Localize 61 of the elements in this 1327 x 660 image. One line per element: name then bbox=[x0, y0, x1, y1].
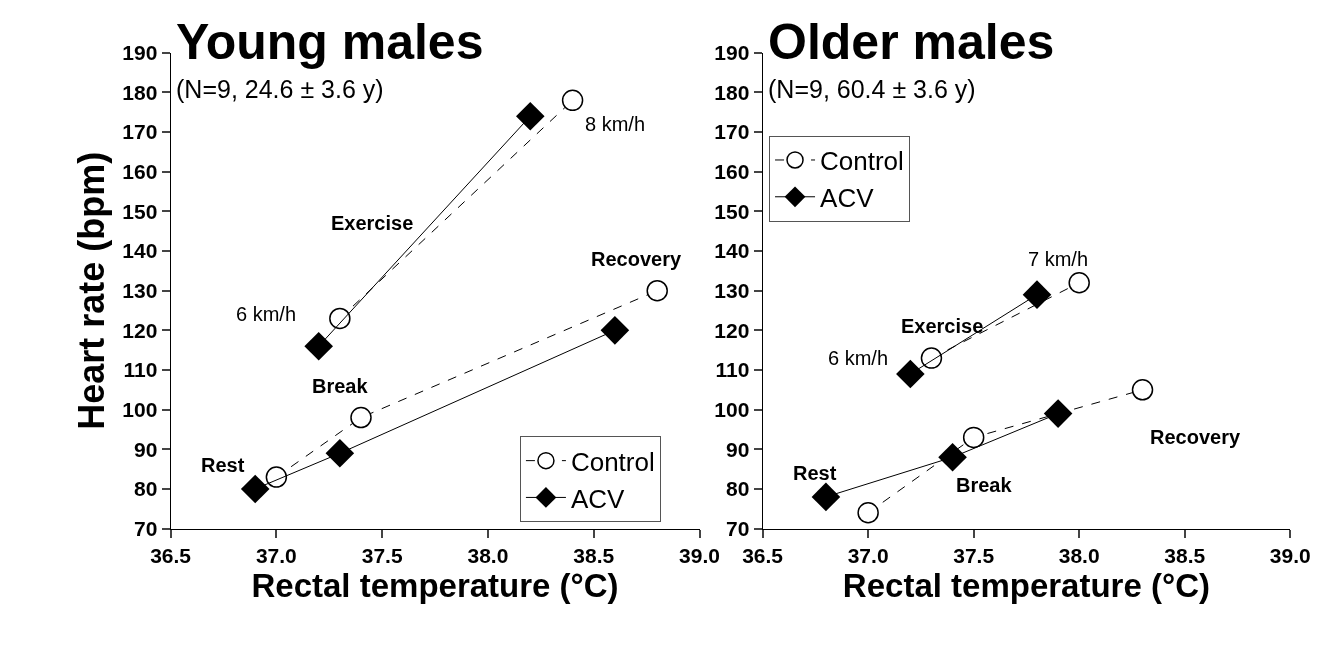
y-tick-label: 160 bbox=[714, 160, 750, 184]
y-tick-label: 120 bbox=[122, 318, 158, 342]
x-tick-label: 39.0 bbox=[1269, 543, 1311, 567]
annotation: Recovery bbox=[591, 248, 682, 270]
annotation: 7 km/h bbox=[1028, 248, 1089, 270]
y-tick-label: 110 bbox=[123, 358, 158, 382]
annotation: Rest bbox=[201, 454, 245, 476]
y-tick-label: 100 bbox=[714, 398, 750, 421]
x-tick-label: 37.5 bbox=[361, 543, 403, 567]
x-tick-label: 38.5 bbox=[1164, 543, 1206, 567]
y-tick-label: 100 bbox=[122, 398, 158, 421]
y-tick-label: 150 bbox=[714, 199, 750, 223]
x-tick-label: 38.0 bbox=[467, 543, 509, 567]
y-tick-label: 110 bbox=[715, 358, 750, 382]
y-tick-label: 170 bbox=[714, 120, 750, 144]
x-tick-label: 39.0 bbox=[679, 543, 720, 567]
annotation: 8 km/h bbox=[585, 113, 646, 135]
legend-label: ACV bbox=[820, 182, 875, 213]
y-tick-label: 120 bbox=[714, 318, 750, 342]
annotation: Break bbox=[956, 474, 1013, 496]
y-tick-label: 170 bbox=[122, 120, 158, 144]
legend-label: Control bbox=[570, 446, 655, 477]
text: (N=9, 24.6 ± 3.6 y) bbox=[176, 75, 384, 103]
y-tick-label: 70 bbox=[726, 516, 750, 540]
y-tick-label: 190 bbox=[714, 41, 750, 65]
x-axis-title: Rectal temperature (°C) bbox=[842, 567, 1210, 605]
x-tick-label: 38.5 bbox=[573, 543, 615, 567]
x-tick-label: 37.0 bbox=[847, 543, 889, 567]
x-tick-label: 37.0 bbox=[255, 543, 297, 567]
y-tick-label: 70 bbox=[134, 516, 158, 540]
x-tick-label: 38.0 bbox=[1058, 543, 1100, 567]
legend-label: ACV bbox=[570, 483, 626, 514]
x-tick-label: 36.5 bbox=[742, 543, 784, 567]
y-tick-label: 90 bbox=[134, 437, 158, 461]
y-tick-label: 180 bbox=[714, 80, 750, 104]
annotation: 6 km/h bbox=[828, 347, 889, 369]
chart-title: Older males bbox=[768, 14, 1055, 70]
annotation: 6 km/h bbox=[236, 303, 297, 325]
y-tick-label: 130 bbox=[122, 279, 158, 303]
y-tick-label: 80 bbox=[134, 477, 158, 501]
y-tick-label: 90 bbox=[726, 437, 750, 461]
y-tick-label: 140 bbox=[122, 239, 158, 263]
y-tick-label: 150 bbox=[122, 199, 158, 223]
annotation: Break bbox=[312, 375, 369, 397]
y-tick-label: 130 bbox=[714, 279, 750, 303]
annotation: Exercise bbox=[901, 315, 984, 337]
y-tick-label: 160 bbox=[122, 160, 158, 184]
y-tick-label: 80 bbox=[726, 477, 750, 501]
x-tick-label: 36.5 bbox=[150, 543, 192, 567]
x-axis-title: Rectal temperature (°C) bbox=[251, 567, 619, 605]
annotation: Rest bbox=[793, 462, 837, 484]
x-tick-label: 37.5 bbox=[953, 543, 995, 567]
y-tick-label: 190 bbox=[122, 41, 158, 65]
chart-title: Young males bbox=[176, 14, 484, 70]
legend-label: Control bbox=[820, 146, 904, 177]
annotation: Recovery bbox=[1150, 426, 1241, 448]
text: (N=9, 60.4 ± 3.6 y) bbox=[768, 75, 976, 103]
y-axis-title: Heart rate (bpm) bbox=[71, 151, 113, 430]
y-tick-label: 140 bbox=[714, 239, 750, 263]
annotation: Exercise bbox=[331, 212, 414, 234]
y-tick-label: 180 bbox=[122, 80, 158, 104]
